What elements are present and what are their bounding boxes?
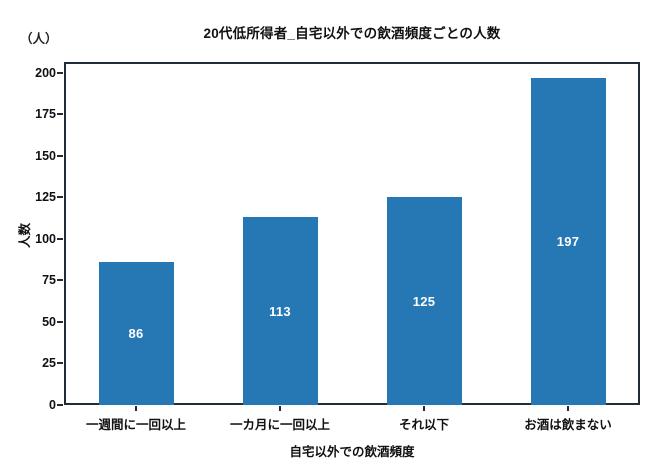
y-tick-label: 175	[35, 107, 56, 122]
y-tick-mark	[57, 279, 63, 282]
y-tick-mark	[57, 71, 63, 74]
y-tick-label: 125	[35, 190, 56, 205]
bar-value-label: 86	[128, 326, 144, 342]
y-tick-label: 100	[35, 231, 56, 246]
x-tick-mark	[567, 406, 569, 411]
y-tick-label: 150	[35, 148, 56, 163]
x-tick-label: お酒は飲まない	[524, 418, 612, 432]
y-tick-label: 75	[42, 273, 56, 288]
y-tick-mark	[57, 362, 63, 365]
bar: 125	[386, 197, 462, 405]
y-tick-label: 200	[35, 65, 56, 80]
bar-value-label: 197	[556, 233, 580, 249]
bar: 113	[242, 217, 318, 405]
y-tick-mark	[57, 154, 63, 157]
bar: 197	[530, 77, 606, 405]
y-tick-mark	[57, 320, 63, 323]
bar: 86	[98, 262, 174, 405]
chart-title: 20代低所得者_自宅以外での飲酒頻度ごとの人数	[203, 26, 501, 41]
y-axis-unit-label: （人）	[20, 32, 58, 46]
x-tick-label: 一カ月に一回以上	[229, 418, 330, 432]
y-tick-mark	[57, 237, 63, 240]
x-tick-label: 一週間に一回以上	[85, 418, 186, 432]
x-tick-mark	[279, 406, 281, 411]
x-axis-label: 自宅以外での飲酒頻度	[289, 445, 415, 459]
y-tick-label: 0	[49, 398, 56, 412]
x-tick-mark	[135, 406, 137, 411]
bar-value-label: 113	[269, 303, 291, 319]
y-tick-mark	[57, 404, 63, 406]
x-tick-mark	[423, 406, 425, 411]
y-tick-mark	[57, 113, 63, 116]
y-tick-label: 25	[42, 356, 56, 371]
y-tick-label: 50	[42, 314, 56, 329]
bar-value-label: 125	[412, 293, 436, 309]
x-tick-label: それ以下	[398, 418, 449, 432]
y-tick-mark	[57, 196, 63, 199]
